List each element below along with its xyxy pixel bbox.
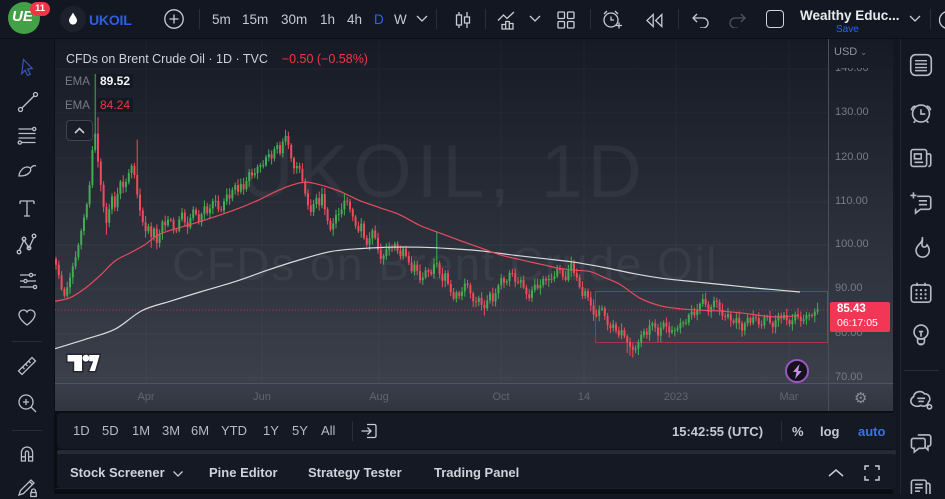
svg-text:UKOIL, 1D: UKOIL, 1D: [239, 129, 647, 213]
